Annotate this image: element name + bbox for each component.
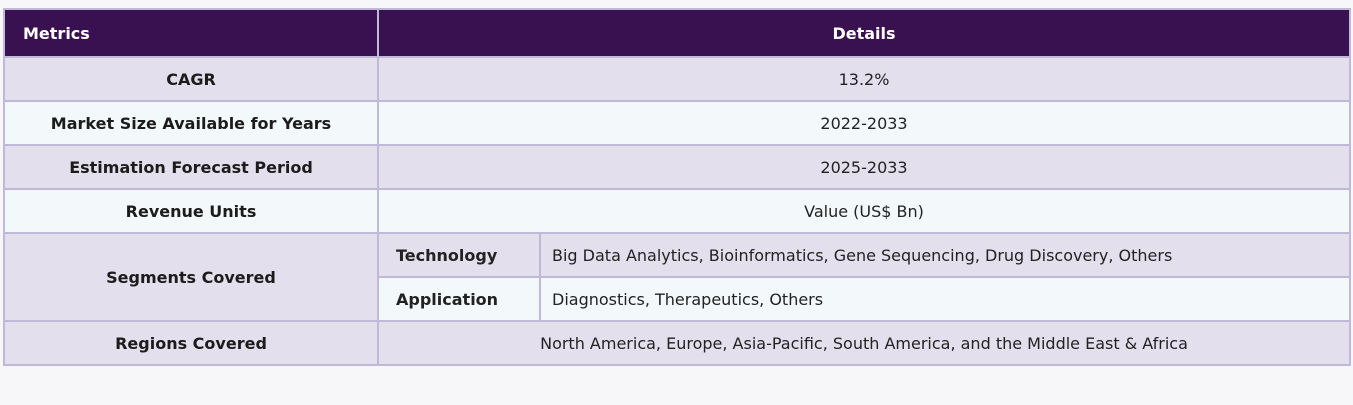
segment-value: Big Data Analytics, Bioinformatics, Gene… [538, 232, 1352, 278]
metrics-column-header: Metrics [3, 8, 379, 58]
report-metrics-table: Metrics Details CAGR 13.2% Market Size A… [3, 8, 1352, 366]
metric-value: 2025-2033 [376, 144, 1352, 190]
metric-value: North America, Europe, Asia-Pacific, Sou… [376, 320, 1352, 366]
details-column-header: Details [376, 8, 1352, 58]
metric-label: Segments Covered [3, 232, 379, 322]
table-row-cagr: CAGR 13.2% [3, 56, 1352, 102]
report-metrics-table-container: Metrics Details CAGR 13.2% Market Size A… [3, 8, 1352, 366]
segment-value: Diagnostics, Therapeutics, Others [538, 276, 1352, 322]
table-row-segments-technology: Segments Covered Technology Big Data Ana… [3, 232, 1352, 322]
metric-value: 13.2% [376, 56, 1352, 102]
table-row-segments-application: Application Diagnostics, Therapeutics, O… [4, 276, 1352, 322]
metric-label: Regions Covered [3, 320, 379, 366]
segment-label: Application [377, 276, 541, 322]
table-header-row: Metrics Details [3, 8, 1352, 58]
table-row-market-size-years: Market Size Available for Years 2022-203… [3, 100, 1352, 146]
metric-label: Market Size Available for Years [3, 100, 379, 146]
table-row-forecast-period: Estimation Forecast Period 2025-2033 [3, 144, 1352, 190]
metric-label: Estimation Forecast Period [3, 144, 379, 190]
segment-label: Technology [377, 232, 541, 278]
metric-value: Value (US$ Bn) [376, 188, 1352, 234]
table-row-regions: Regions Covered North America, Europe, A… [3, 320, 1352, 366]
table-row-revenue-units: Revenue Units Value (US$ Bn) [3, 188, 1352, 234]
metric-value: 2022-2033 [376, 100, 1352, 146]
metric-label: Revenue Units [3, 188, 379, 234]
metric-label: CAGR [3, 56, 379, 102]
